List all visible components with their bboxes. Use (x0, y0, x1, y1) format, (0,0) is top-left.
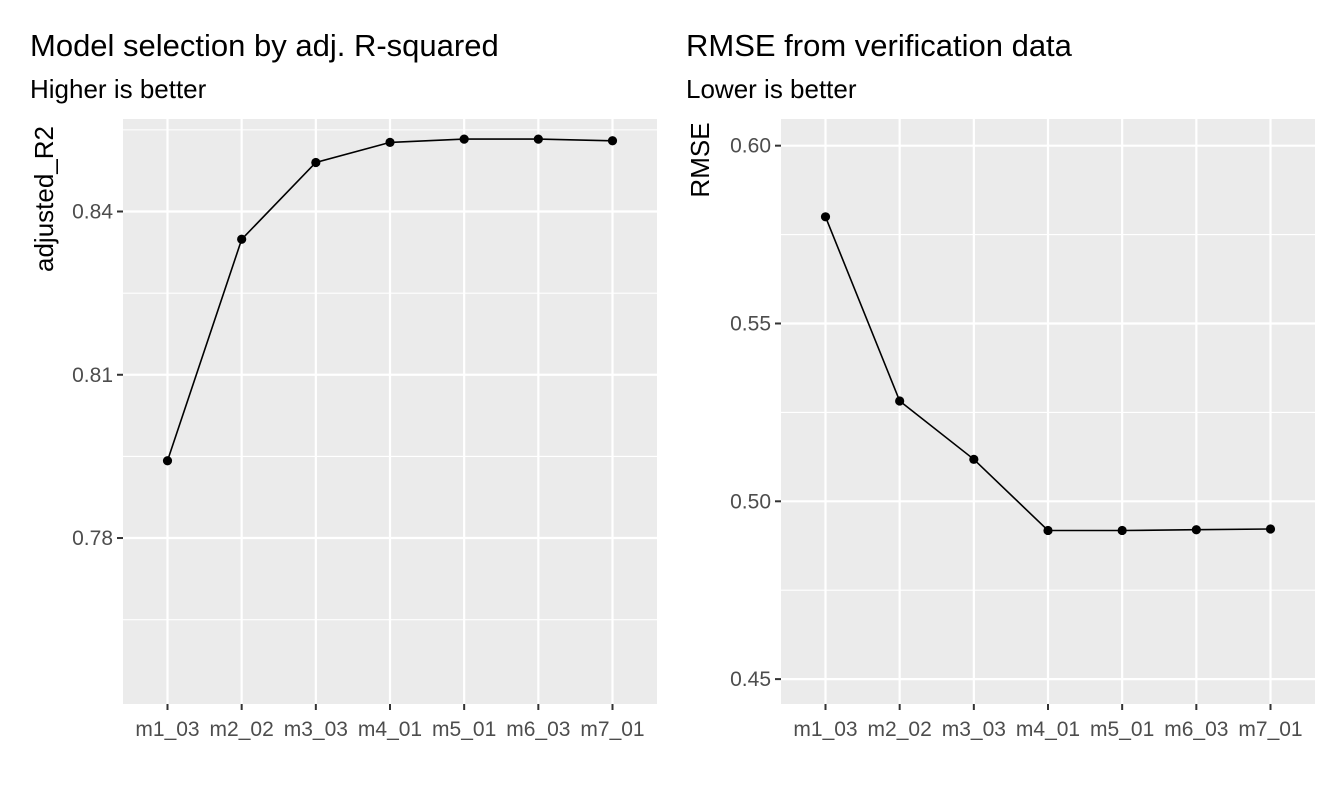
data-point-m7_01 (1265, 524, 1276, 534)
data-point-m5_01 (459, 134, 469, 144)
chart-subtitle: Lower is better (686, 74, 857, 104)
chart-rmse: RMSE from verification data Lower is bet… (685, 28, 1315, 741)
x-tick-label: m4_01 (1016, 718, 1080, 741)
y-tick-label: 0.84 (72, 201, 113, 224)
data-point-m2_02 (895, 396, 905, 406)
data-point-m2_02 (237, 234, 247, 244)
data-point-m3_03 (969, 454, 979, 464)
x-tick-label: m7_01 (1238, 718, 1302, 741)
data-point-m5_01 (1117, 525, 1127, 536)
data-point-m3_03 (311, 157, 321, 168)
x-tick-label: m5_01 (432, 718, 496, 741)
series-adjusted-r2 (162, 134, 618, 466)
data-point-m7_01 (607, 136, 618, 146)
x-tick-label: m1_03 (135, 718, 199, 741)
y-tick-label: 0.60 (730, 135, 771, 158)
series-rmse (820, 212, 1276, 536)
y-axis-ticks: 0.45 0.50 0.55 0.60 (730, 135, 781, 691)
x-tick-label: m4_01 (358, 718, 422, 741)
data-point-m6_03 (533, 134, 543, 144)
x-tick-label: m2_02 (868, 718, 932, 741)
x-tick-label: m6_03 (1164, 718, 1228, 741)
y-tick-label: 0.81 (72, 364, 113, 387)
data-point-m6_03 (1191, 525, 1201, 535)
chart-subtitle: Higher is better (30, 74, 207, 104)
data-point-m1_03 (162, 456, 173, 466)
x-tick-label: m5_01 (1090, 718, 1154, 741)
chart-title: Model selection by adj. R-squared (30, 28, 499, 63)
y-tick-label: 0.45 (730, 668, 771, 691)
x-tick-label: m3_03 (942, 718, 1006, 741)
y-tick-label: 0.50 (730, 490, 771, 513)
grid-lines (781, 119, 1315, 704)
y-tick-label: 0.55 (730, 312, 771, 335)
x-tick-label: m2_02 (210, 718, 274, 741)
x-axis-ticks: m1_03 m2_02 m3_03 m4_01 m5_01 m6_03 m7_01 (135, 704, 645, 741)
data-point-m1_03 (820, 212, 831, 222)
grid-lines (123, 119, 657, 704)
data-point-m4_01 (385, 137, 395, 147)
chart-adjusted-r2: Model selection by adj. R-squared Higher… (29, 28, 657, 741)
x-tick-label: m1_03 (793, 718, 857, 741)
data-point-m4_01 (1043, 525, 1053, 536)
y-tick-label: 0.78 (72, 527, 113, 550)
x-axis-ticks: m1_03 m2_02 m3_03 m4_01 m5_01 m6_03 m7_01 (793, 704, 1303, 741)
x-tick-label: m3_03 (284, 718, 348, 741)
y-axis-title: RMSE (685, 122, 715, 197)
x-tick-label: m7_01 (580, 718, 644, 741)
chart-title: RMSE from verification data (686, 28, 1073, 63)
x-tick-label: m6_03 (506, 718, 570, 741)
y-axis-title: adjusted_R2 (29, 126, 59, 272)
y-axis-ticks: 0.78 0.81 0.84 (72, 201, 123, 550)
